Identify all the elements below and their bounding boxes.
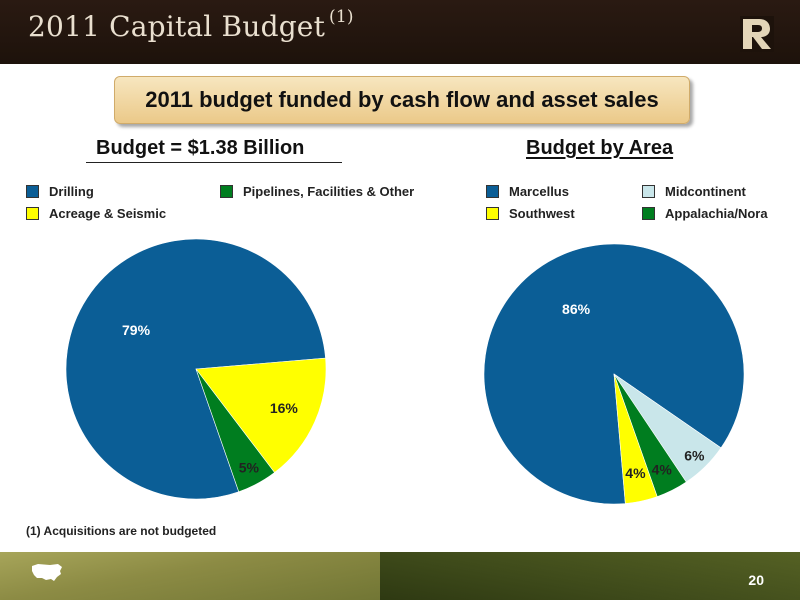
landscape-footer — [0, 552, 800, 600]
legend-swatch — [26, 207, 39, 220]
legend-item-marcellus: Marcellus — [486, 184, 569, 199]
budget-pie: 79% 16% 5% — [65, 238, 327, 500]
page-number: 20 — [748, 572, 764, 588]
slice-label-southwest: 4% — [625, 465, 646, 481]
company-logo — [740, 16, 774, 52]
legend-item-midcontinent: Midcontinent — [642, 184, 746, 199]
title-footnote-marker: (1) — [329, 6, 354, 27]
legend-swatch — [486, 185, 499, 198]
funding-banner: 2011 budget funded by cash flow and asse… — [114, 76, 690, 124]
area-pie: 86% 6% 4% 4% — [483, 243, 745, 505]
slice-label-pipelines-facilities-other: 5% — [239, 460, 260, 476]
legend-label: Drilling — [49, 184, 94, 199]
slice-label-midcontinent: 6% — [684, 447, 705, 463]
right-chart-title: Budget by Area — [526, 137, 674, 159]
legend-label: Midcontinent — [665, 184, 746, 199]
slice-label-appalachia-nora: 4% — [652, 461, 673, 477]
slice-label-drilling: 79% — [122, 322, 151, 338]
legend-item-southwest: Southwest — [486, 206, 575, 221]
legend-label: Southwest — [509, 206, 575, 221]
legend-label: Acreage & Seismic — [49, 206, 167, 221]
pie-slice-southwest — [613, 373, 658, 504]
left-title-underline — [86, 162, 342, 163]
legend-swatch — [486, 207, 499, 220]
legend-label: Appalachia/Nora — [665, 206, 768, 221]
slice-label-marcellus: 86% — [562, 301, 591, 317]
legend-swatch — [26, 185, 39, 198]
pie-slice-acreage-seismic — [195, 357, 327, 473]
footnote: (1) Acquisitions are not budgeted — [26, 524, 217, 538]
footer-field — [380, 552, 800, 600]
legend-item-pipelines: Pipelines, Facilities & Other — [220, 184, 414, 199]
legend-swatch — [220, 185, 233, 198]
legend-label: Pipelines, Facilities & Other — [243, 184, 415, 199]
legend-item-appalachia: Appalachia/Nora — [642, 206, 768, 221]
legend-item-acreage: Acreage & Seismic — [26, 206, 166, 221]
legend-swatch — [642, 185, 655, 198]
usa-map-icon — [32, 564, 62, 581]
slice-label-acreage-seismic: 16% — [270, 400, 299, 416]
page-title: 2011 Capital Budget (1) — [28, 6, 354, 43]
legend-label: Marcellus — [509, 184, 569, 199]
footer-field — [0, 552, 420, 600]
pie-slice-pipelines-facilities-other — [195, 368, 276, 493]
left-chart-title: Budget = $1.38 Billion — [96, 137, 305, 159]
legend-swatch — [642, 207, 655, 220]
header-bar — [0, 0, 800, 64]
legend-item-drilling: Drilling — [26, 184, 94, 199]
